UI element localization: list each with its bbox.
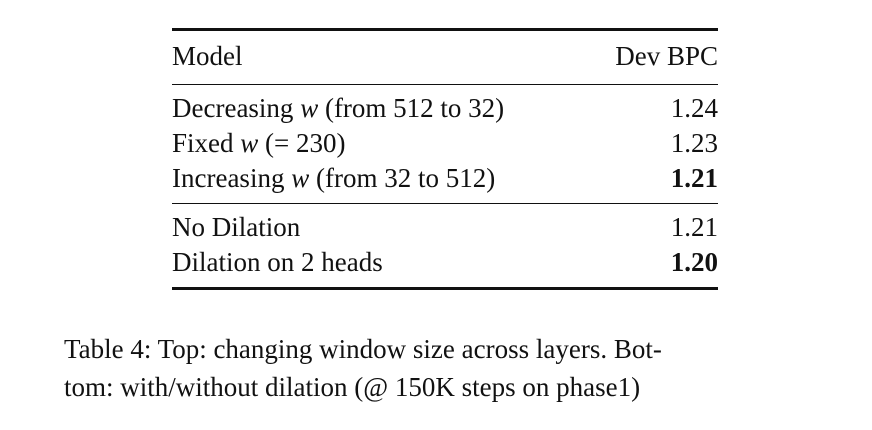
row-model-suffix: (= 230) xyxy=(258,128,346,158)
table-row: No Dilation 1.21 xyxy=(172,210,718,245)
table-row: Fixed w (= 230) 1.23 xyxy=(172,126,718,161)
row-model-variable: w xyxy=(291,163,310,193)
row-model-suffix: (from 32 to 512) xyxy=(309,163,496,193)
row-model-variable: w xyxy=(300,93,319,123)
window-size-group: Decreasing w (from 512 to 32) 1.24 Fixed… xyxy=(172,85,718,203)
row-model-prefix: Increasing xyxy=(172,163,292,193)
row-dev-bpc: 1.23 xyxy=(670,128,718,158)
row-dev-bpc-best: 1.20 xyxy=(670,247,718,277)
row-model-prefix: Fixed xyxy=(172,128,241,158)
table-caption: Table 4: Top: changing window size acros… xyxy=(64,330,824,406)
row-model-suffix: (from 512 to 32) xyxy=(318,93,505,123)
table-header-rule xyxy=(172,84,718,85)
caption-line-2: tom: with/without dilation (@ 150K steps… xyxy=(64,372,641,402)
header-model: Model xyxy=(172,41,243,71)
row-dev-bpc: 1.21 xyxy=(670,212,718,242)
results-table: Model Dev BPC Decreasing w (from 512 to … xyxy=(172,28,718,290)
table-bottom-rule xyxy=(172,287,718,290)
row-model: Increasing w (from 32 to 512) xyxy=(172,161,495,196)
table-row: Dilation on 2 heads 1.20 xyxy=(172,245,718,280)
row-model: Decreasing w (from 512 to 32) xyxy=(172,91,504,126)
row-model: Fixed w (= 230) xyxy=(172,126,346,161)
row-model: Dilation on 2 heads xyxy=(172,247,383,277)
table-header-row: Model Dev BPC xyxy=(172,31,718,84)
table-row: Decreasing w (from 512 to 32) 1.24 xyxy=(172,91,718,126)
table-top-rule xyxy=(172,28,718,31)
row-dev-bpc: 1.24 xyxy=(670,93,718,123)
header-dev-bpc: Dev BPC xyxy=(615,41,718,71)
dilation-group: No Dilation 1.21 Dilation on 2 heads 1.2… xyxy=(172,204,718,287)
row-dev-bpc-best: 1.21 xyxy=(670,163,718,193)
table-group-rule xyxy=(172,203,718,204)
row-model: No Dilation xyxy=(172,212,301,242)
row-model-variable: w xyxy=(240,128,259,158)
caption-line-1: Table 4: Top: changing window size acros… xyxy=(64,334,662,364)
table-row: Increasing w (from 32 to 512) 1.21 xyxy=(172,161,718,196)
row-model-prefix: Decreasing xyxy=(172,93,301,123)
